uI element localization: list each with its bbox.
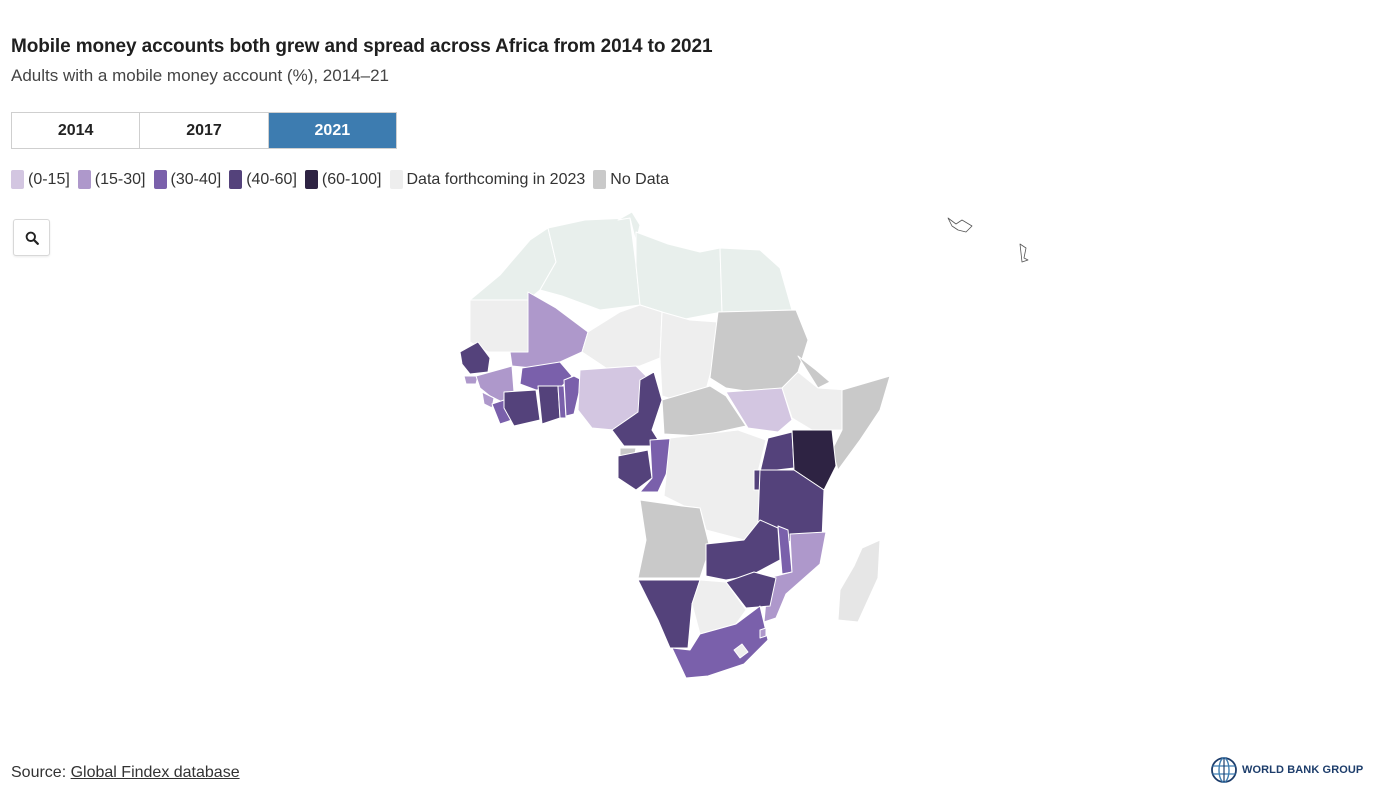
region-algeria[interactable] bbox=[539, 217, 641, 311]
region-ghana[interactable] bbox=[537, 385, 561, 425]
tab-2014[interactable]: 2014 bbox=[12, 113, 141, 148]
legend-label: (15-30] bbox=[94, 170, 146, 188]
region-namibia[interactable] bbox=[637, 579, 701, 649]
region-south-sudan[interactable] bbox=[725, 387, 793, 433]
region-libya[interactable] bbox=[635, 231, 723, 321]
region-uganda[interactable] bbox=[759, 431, 795, 473]
legend-label: (40-60] bbox=[246, 170, 297, 188]
region-guinea-bissau[interactable] bbox=[463, 375, 479, 385]
region-egypt[interactable] bbox=[719, 247, 793, 313]
region-zambia[interactable] bbox=[705, 519, 781, 581]
region-car[interactable] bbox=[661, 385, 747, 437]
legend-item-no-data[interactable]: No Data bbox=[593, 170, 669, 189]
legend-label: (0-15] bbox=[28, 170, 70, 188]
legend-item-forthcoming[interactable]: Data forthcoming in 2023 bbox=[389, 170, 586, 189]
logo-text: WORLD BANK GROUP bbox=[1242, 764, 1364, 776]
region-angola[interactable] bbox=[637, 499, 711, 579]
region-gabon[interactable] bbox=[617, 449, 653, 491]
legend-label: No Data bbox=[610, 170, 669, 188]
legend-swatch bbox=[11, 170, 24, 189]
legend-swatch bbox=[77, 170, 91, 189]
legend: (0-15] (15-30] (30-40] (40-60] (60-100] … bbox=[11, 170, 669, 189]
region-south-africa[interactable] bbox=[671, 605, 769, 679]
source-note: Source: Global Findex database bbox=[11, 764, 240, 782]
region-senegal[interactable] bbox=[459, 341, 491, 375]
tab-2017[interactable]: 2017 bbox=[140, 113, 269, 148]
region-sierra-leone[interactable] bbox=[481, 391, 495, 409]
zoom-button[interactable] bbox=[13, 219, 50, 256]
legend-swatch bbox=[153, 170, 167, 189]
legend-swatch bbox=[593, 170, 607, 189]
region-kenya[interactable] bbox=[791, 429, 837, 491]
legend-item-0-15[interactable]: (0-15] bbox=[11, 170, 70, 189]
legend-item-15-30[interactable]: (15-30] bbox=[77, 170, 146, 189]
legend-swatch bbox=[304, 170, 318, 189]
region-eritrea-djibouti[interactable] bbox=[797, 355, 831, 389]
region-lesotho[interactable] bbox=[733, 643, 749, 659]
region-togo[interactable] bbox=[557, 385, 567, 419]
legend-label: Data forthcoming in 2023 bbox=[406, 170, 586, 188]
region-cote-divoire[interactable] bbox=[503, 389, 541, 427]
legend-item-30-40[interactable]: (30-40] bbox=[153, 170, 222, 189]
region-mozambique[interactable] bbox=[763, 531, 827, 623]
region-eswatini[interactable] bbox=[759, 627, 767, 639]
legend-item-60-100[interactable]: (60-100] bbox=[304, 170, 382, 189]
region-niger[interactable] bbox=[581, 304, 663, 369]
source-link[interactable]: Global Findex database bbox=[70, 764, 240, 781]
region-seychelles-islands[interactable] bbox=[947, 217, 973, 233]
chart-subtitle: Adults with a mobile money account (%), … bbox=[11, 66, 389, 85]
region-comoros-mark[interactable] bbox=[1019, 243, 1029, 263]
legend-swatch bbox=[389, 170, 403, 189]
legend-label: (30-40] bbox=[170, 170, 222, 188]
legend-item-40-60[interactable]: (40-60] bbox=[229, 170, 297, 189]
year-tabs: 2014 2017 2021 bbox=[11, 112, 397, 149]
chart-title: Mobile money accounts both grew and spre… bbox=[11, 36, 713, 57]
world-bank-globe-icon bbox=[1211, 757, 1237, 783]
legend-swatch bbox=[229, 170, 243, 189]
legend-label: (60-100] bbox=[321, 170, 382, 188]
region-zimbabwe[interactable] bbox=[725, 571, 777, 609]
tab-2021[interactable]: 2021 bbox=[268, 113, 396, 148]
search-icon bbox=[25, 231, 39, 245]
world-bank-logo[interactable]: WORLD BANK GROUP bbox=[1210, 756, 1363, 784]
region-somalia[interactable] bbox=[831, 375, 891, 471]
source-prefix: Source: bbox=[11, 764, 71, 781]
region-madagascar[interactable] bbox=[837, 539, 881, 623]
region-benin[interactable] bbox=[563, 375, 583, 417]
